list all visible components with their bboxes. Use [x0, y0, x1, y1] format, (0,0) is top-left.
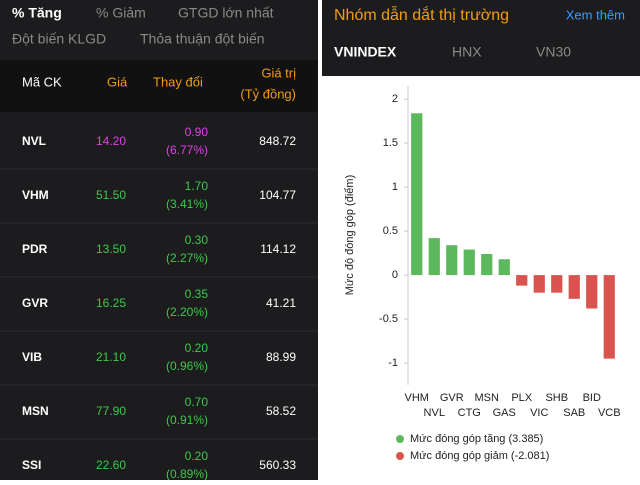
- change: 0.20: [185, 449, 209, 463]
- x-tick-label: NVL: [424, 407, 445, 419]
- y-tick-label: 1.5: [383, 137, 398, 149]
- trade-value: 848.72: [259, 134, 296, 148]
- change: 0.90: [185, 125, 209, 139]
- trade-value: 88.99: [266, 350, 296, 364]
- bar[interactable]: [551, 275, 563, 293]
- bar[interactable]: [428, 238, 440, 276]
- x-tick-label: MSN: [475, 392, 500, 404]
- ticker[interactable]: NVL: [22, 134, 46, 148]
- change-pct: (6.77%): [166, 143, 208, 157]
- price: 77.90: [96, 404, 126, 418]
- bar[interactable]: [516, 275, 528, 286]
- change: 0.35: [185, 287, 209, 301]
- bar[interactable]: [603, 275, 615, 359]
- change-pct: (2.27%): [166, 251, 208, 265]
- price: 21.10: [96, 350, 126, 364]
- trade-value: 104.77: [259, 188, 296, 202]
- header-cell: Giá: [107, 74, 128, 89]
- bar[interactable]: [498, 259, 510, 276]
- y-tick-label: 0.5: [383, 225, 398, 237]
- change: 0.70: [185, 395, 209, 409]
- change-pct: (0.89%): [166, 467, 208, 480]
- bar[interactable]: [568, 275, 580, 299]
- header-cell: (Tỷ đồng): [240, 86, 296, 101]
- y-tick-label: 2: [392, 93, 398, 105]
- tab[interactable]: GTGD lớn nhất: [178, 5, 274, 21]
- change: 0.30: [185, 233, 209, 247]
- x-tick-label: SHB: [545, 392, 568, 404]
- trade-value: 560.33: [259, 458, 296, 472]
- index-tab[interactable]: VN30: [536, 44, 571, 60]
- y-tick-label: 1: [392, 181, 398, 193]
- index-tab[interactable]: VNINDEX: [334, 44, 397, 60]
- price: 14.20: [96, 134, 126, 148]
- x-tick-label: GVR: [440, 392, 464, 404]
- bar[interactable]: [586, 275, 598, 309]
- bar[interactable]: [411, 113, 423, 276]
- change: 1.70: [185, 179, 209, 193]
- x-tick-label: GAS: [493, 407, 516, 419]
- see-more-link[interactable]: Xem thêm: [566, 7, 625, 22]
- y-tick-label: -1: [388, 357, 398, 369]
- right-panel-header: [322, 0, 640, 76]
- change-pct: (0.96%): [166, 359, 208, 373]
- x-tick-label: CTG: [458, 407, 481, 419]
- tab[interactable]: Đột biến KLGD: [12, 31, 106, 47]
- bar[interactable]: [533, 275, 545, 293]
- y-tick-label: 0: [392, 269, 398, 281]
- price: 22.60: [96, 458, 126, 472]
- trade-value: 58.52: [266, 404, 296, 418]
- legend-swatch: [396, 435, 404, 443]
- price: 16.25: [96, 296, 126, 310]
- legend-label: Mức đóng góp giảm (-2.081): [410, 450, 549, 462]
- ticker[interactable]: VIB: [22, 350, 42, 364]
- change-pct: (3.41%): [166, 197, 208, 211]
- y-axis-label: Mức độ đóng góp (điểm): [344, 175, 356, 295]
- trade-value: 41.21: [266, 296, 296, 310]
- legend-label: Mức đóng góp tăng (3.385): [410, 433, 543, 445]
- trade-value: 114.12: [260, 242, 296, 256]
- price: 51.50: [96, 188, 126, 202]
- change-pct: (2.20%): [166, 305, 208, 319]
- table-header-bg: [0, 60, 318, 112]
- x-tick-label: VCB: [598, 407, 621, 419]
- tab[interactable]: % Giảm: [96, 5, 146, 21]
- change: 0.20: [185, 341, 209, 355]
- bar[interactable]: [481, 253, 493, 276]
- ticker[interactable]: GVR: [22, 296, 48, 310]
- ticker[interactable]: VHM: [22, 188, 49, 202]
- header-cell: Giá trị: [261, 65, 296, 80]
- change-pct: (0.91%): [166, 413, 208, 427]
- price: 13.50: [96, 242, 126, 256]
- bar[interactable]: [446, 245, 458, 276]
- legend-swatch: [396, 452, 404, 460]
- tab[interactable]: % Tăng: [12, 5, 62, 21]
- x-tick-label: BID: [583, 392, 601, 404]
- panel-title: Nhóm dẫn dắt thị trường: [334, 5, 509, 24]
- ticker[interactable]: SSI: [22, 458, 41, 472]
- x-tick-label: VIC: [530, 407, 548, 419]
- header-cell: Thay đổi: [153, 74, 203, 89]
- x-tick-label: SAB: [563, 407, 585, 419]
- ticker[interactable]: PDR: [22, 242, 48, 256]
- header-cell: Mã CK: [22, 74, 62, 89]
- y-tick-label: -0.5: [379, 313, 398, 325]
- x-tick-label: VHM: [405, 392, 429, 404]
- bar[interactable]: [463, 249, 475, 276]
- tab[interactable]: Thỏa thuận đột biến: [140, 31, 265, 47]
- ticker[interactable]: MSN: [22, 404, 49, 418]
- index-tab[interactable]: HNX: [452, 44, 482, 60]
- x-tick-label: PLX: [511, 392, 532, 404]
